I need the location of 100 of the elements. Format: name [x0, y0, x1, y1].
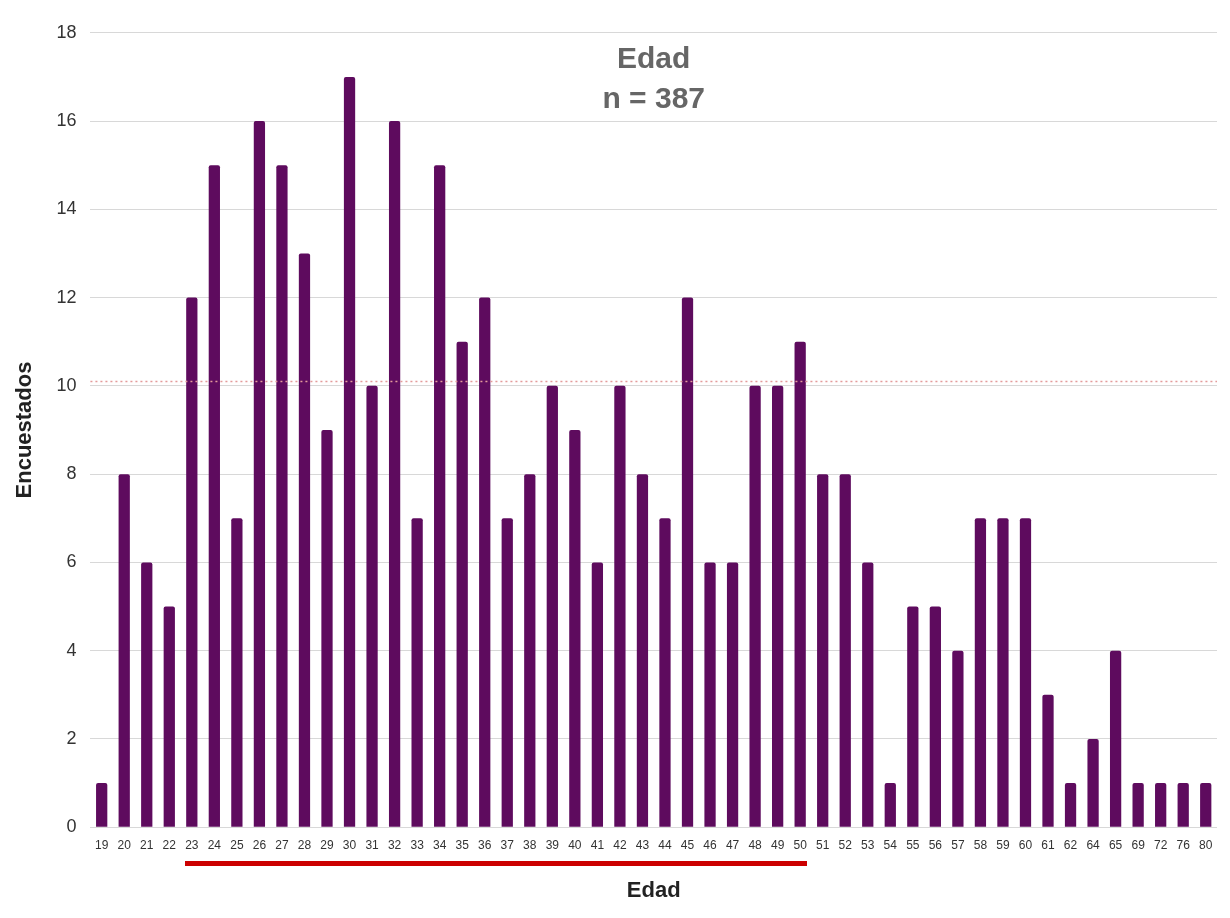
- bar: [321, 430, 333, 827]
- bar: [456, 341, 468, 827]
- x-tick-label: 54: [883, 837, 898, 852]
- bar: [1200, 783, 1212, 827]
- bar: [411, 518, 423, 827]
- x-tick-label: 41: [590, 837, 605, 852]
- bar: [546, 385, 558, 827]
- x-tick-label: 53: [861, 837, 875, 852]
- bar: [434, 165, 446, 827]
- x-tick-label: 45: [680, 837, 695, 852]
- bar: [298, 253, 311, 827]
- bar: [118, 474, 130, 827]
- x-tick-label: 21: [140, 837, 154, 852]
- text: n = 387: [602, 80, 705, 114]
- x-tick-label: 22: [162, 837, 177, 852]
- x-tick-label: 32: [387, 837, 402, 852]
- bar: [1019, 518, 1032, 827]
- x-tick-label: 56: [928, 837, 943, 852]
- x-tick-label: 23: [185, 837, 199, 852]
- x-tick-label: 28: [297, 837, 312, 852]
- x-tick-label: 30: [342, 837, 357, 852]
- bar: [1087, 738, 1099, 827]
- bar: [681, 297, 694, 827]
- bar: [862, 562, 874, 827]
- y-tick-label: 10: [56, 374, 77, 395]
- bar: [1042, 694, 1054, 827]
- bar: [704, 562, 716, 827]
- x-tick-label: 43: [635, 837, 650, 852]
- bar: [163, 606, 175, 827]
- bar: [186, 297, 198, 827]
- chart-title: Edad: [617, 40, 691, 74]
- x-tick-label: 49: [770, 837, 785, 852]
- y-tick-label: 18: [56, 21, 77, 42]
- bar: [614, 385, 626, 827]
- x-tick-label: 51: [816, 837, 830, 852]
- x-tick-label: 35: [455, 837, 470, 852]
- bar: [636, 474, 649, 827]
- bar: [1155, 783, 1167, 827]
- bar: [253, 121, 266, 827]
- bar: [501, 518, 513, 827]
- x-axis-title: Edad: [626, 876, 681, 902]
- x-tick-label: 31: [365, 837, 380, 852]
- x-tick-label: 25: [230, 837, 244, 852]
- y-axis-title: Encuestados: [11, 361, 37, 499]
- x-tick-label: 37: [500, 837, 515, 852]
- y-tick-label: 4: [66, 639, 77, 660]
- bar: [524, 474, 536, 827]
- bar: [997, 518, 1009, 827]
- y-tick-label: 14: [56, 198, 77, 219]
- bar: [749, 385, 761, 827]
- x-tick-label: 62: [1063, 837, 1078, 852]
- bar: [276, 165, 288, 827]
- bar: [343, 76, 356, 827]
- y-tick-label: 16: [56, 110, 77, 131]
- x-tick-label: 80: [1199, 837, 1213, 852]
- bar: [96, 783, 108, 827]
- bar: [952, 650, 964, 827]
- bar: [794, 341, 806, 827]
- bar: [1177, 783, 1189, 827]
- x-tick-label: 40: [568, 837, 582, 852]
- x-tick-label: 42: [613, 837, 627, 852]
- x-tick-label: 64: [1086, 837, 1101, 852]
- x-tick-label: 50: [793, 837, 808, 852]
- y-tick-label: 6: [66, 551, 77, 572]
- x-tick-label: 55: [906, 837, 920, 852]
- bar: [569, 430, 581, 827]
- x-tick-label: 26: [252, 837, 267, 852]
- bar: [817, 474, 829, 827]
- bar: [208, 165, 220, 827]
- x-tick-label: 60: [1018, 837, 1033, 852]
- x-tick-label: 58: [973, 837, 988, 852]
- bar: [388, 121, 401, 827]
- x-tick-label: 29: [320, 837, 334, 852]
- bar: [772, 385, 784, 827]
- bar: [231, 518, 243, 827]
- bar: [884, 783, 896, 827]
- y-tick-label: 0: [66, 816, 77, 837]
- y-tick-label: 2: [66, 727, 77, 748]
- bar: [479, 297, 491, 827]
- bar: [974, 518, 987, 827]
- bar: [1132, 783, 1144, 827]
- x-tick-label: 24: [207, 837, 222, 852]
- x-tick-label: 27: [275, 837, 289, 852]
- x-tick-label: 48: [748, 837, 763, 852]
- x-tick-label: 52: [838, 837, 853, 852]
- bar: [1064, 783, 1077, 827]
- y-tick-label: 8: [66, 463, 77, 484]
- y-tick-label: 12: [56, 286, 77, 307]
- x-tick-label: 46: [703, 837, 718, 852]
- bar: [726, 562, 739, 827]
- x-tick-label: 38: [523, 837, 537, 852]
- bar: [1109, 650, 1122, 827]
- x-tick-label: 69: [1131, 837, 1146, 852]
- x-tick-label: 65: [1108, 837, 1123, 852]
- x-tick-label: 72: [1153, 837, 1168, 852]
- x-tick-label: 59: [996, 837, 1010, 852]
- x-tick-label: 57: [951, 837, 965, 852]
- x-tick-label: 36: [478, 837, 492, 852]
- x-tick-label: 33: [410, 837, 425, 852]
- x-tick-label: 39: [545, 837, 560, 852]
